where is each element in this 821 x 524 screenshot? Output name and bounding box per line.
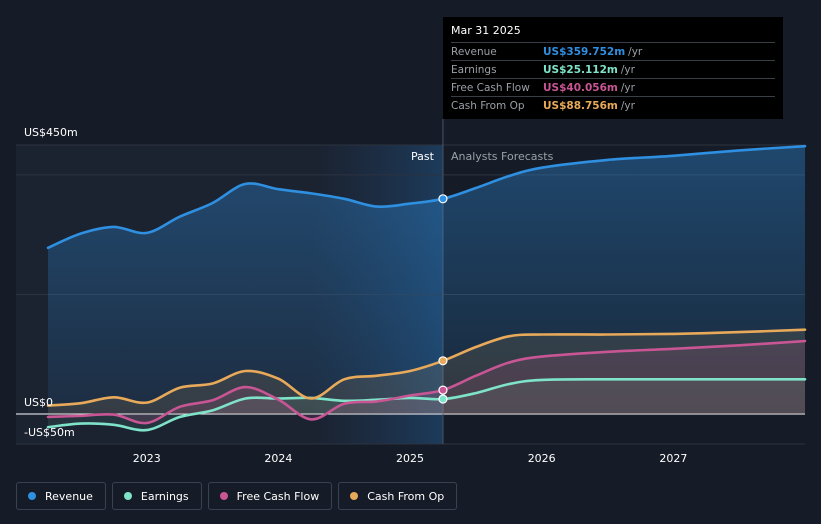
earnings-area <box>48 379 805 431</box>
tooltip-row-revenue: Revenue US$359.752m /yr <box>451 42 775 60</box>
tooltip-unit: /yr <box>620 81 635 94</box>
tooltip-label: Free Cash Flow <box>451 81 530 94</box>
free-cash-flow-line <box>46 339 807 425</box>
x-axis-tick-label: 2024 <box>264 452 292 465</box>
legend-dot-icon <box>350 492 359 500</box>
revenue-marker <box>438 194 448 204</box>
earnings-marker <box>438 394 448 404</box>
legend-dot-icon <box>219 492 228 500</box>
free-cash-flow-marker <box>438 385 448 395</box>
forecast-label: Analysts Forecasts <box>451 150 554 163</box>
tooltip-value: US$25.112m <box>543 63 618 76</box>
x-axis-tick-label: 2026 <box>528 452 556 465</box>
legend-item-earnings[interactable]: Earnings <box>111 482 202 510</box>
cash-from-op-marker <box>438 356 448 366</box>
tooltip-unit: /yr <box>628 45 643 58</box>
legend-label: Free Cash Flow <box>236 489 320 503</box>
y-axis-label: US$450m <box>24 126 78 139</box>
y-axis-label: -US$50m <box>24 426 75 439</box>
legend-item-free-cash-flow[interactable]: Free Cash Flow <box>207 482 333 510</box>
legend-dot-icon <box>123 492 132 500</box>
revenue-line <box>46 144 807 250</box>
tooltip-label: Revenue <box>451 45 497 58</box>
past-label: Past <box>411 150 435 163</box>
tooltip-row-cash-from-op: Cash From Op US$88.756m /yr <box>451 96 775 114</box>
tooltip-unit: /yr <box>620 99 635 112</box>
cash-from-op-line <box>46 328 807 407</box>
legend-label: Cash From Op <box>367 489 445 503</box>
legend-label: Earnings <box>140 489 189 503</box>
tooltip: Mar 31 2025 Revenue US$359.752m /yr Earn… <box>443 17 783 119</box>
tooltip-label: Cash From Op <box>451 99 525 112</box>
x-axis-tick-label: 2025 <box>396 452 424 465</box>
tooltip-date: Mar 31 2025 <box>451 24 521 37</box>
tooltip-row-earnings: Earnings US$25.112m /yr <box>451 60 775 78</box>
free-cash-flow-area <box>48 341 805 424</box>
tooltip-value: US$40.056m <box>543 81 618 94</box>
legend-item-cash-from-op[interactable]: Cash From Op <box>338 482 458 510</box>
tooltip-label: Earnings <box>451 63 497 76</box>
earnings-line <box>46 377 807 432</box>
revenue-area <box>48 146 805 414</box>
tooltip-unit: /yr <box>620 63 635 76</box>
legend: Revenue Earnings Free Cash Flow Cash Fro… <box>16 482 458 510</box>
x-axis-tick-label: 2027 <box>659 452 687 465</box>
legend-dot-icon <box>28 492 36 500</box>
tooltip-row-free-cash-flow: Free Cash Flow US$40.056m /yr <box>451 78 775 96</box>
x-axis-tick-label: 2023 <box>133 452 161 465</box>
legend-item-revenue[interactable]: Revenue <box>16 482 106 510</box>
tooltip-value: US$88.756m <box>543 99 618 112</box>
legend-label: Revenue <box>45 489 93 503</box>
tooltip-value: US$359.752m <box>543 45 626 58</box>
y-axis-label: US$0 <box>24 396 53 409</box>
